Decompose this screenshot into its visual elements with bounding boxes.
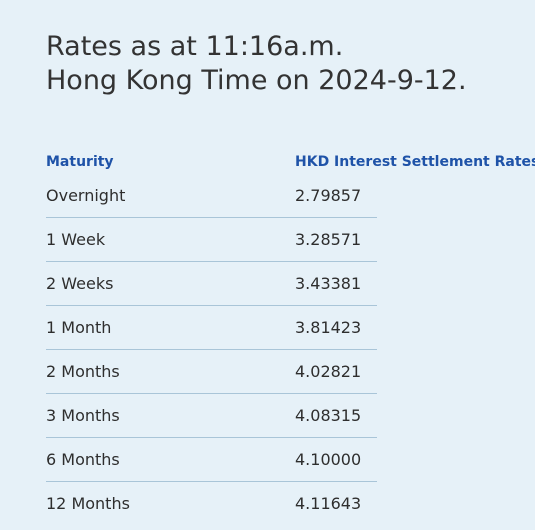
rates-table: Maturity HKD Interest Settlement Rates O… (46, 150, 535, 525)
maturity-cell: 1 Week (46, 230, 106, 249)
title-line-date: Hong Kong Time on 2024-9-12. (46, 65, 467, 96)
rate-cell: 4.02821 (295, 362, 362, 381)
maturity-cell: 6 Months (46, 450, 120, 469)
rate-cell: 3.81423 (295, 318, 362, 337)
header-rate: HKD Interest Settlement Rates (295, 154, 535, 170)
rate-cell: 4.08315 (295, 406, 362, 425)
table-row: 1 Week 3.28571 (46, 218, 377, 262)
table-row: 6 Months 4.10000 (46, 438, 377, 482)
rate-cell: 3.43381 (295, 274, 362, 293)
rate-cell: 4.11643 (295, 494, 362, 513)
header-maturity: Maturity (46, 154, 114, 170)
rate-cell: 3.28571 (295, 230, 362, 249)
page-title: Rates as at 11:16a.m. Hong Kong Time on … (46, 30, 467, 98)
table-header: Maturity HKD Interest Settlement Rates (46, 150, 535, 174)
table-row: Overnight 2.79857 (46, 174, 377, 218)
maturity-cell: 1 Month (46, 318, 112, 337)
maturity-cell: 2 Months (46, 362, 120, 381)
table-row: 1 Month 3.81423 (46, 306, 377, 350)
table-row: 12 Months 4.11643 (46, 482, 377, 525)
table-row: 2 Weeks 3.43381 (46, 262, 377, 306)
title-line-time: Rates as at 11:16a.m. (46, 31, 344, 62)
maturity-cell: Overnight (46, 186, 126, 205)
table-row: 3 Months 4.08315 (46, 394, 377, 438)
maturity-cell: 12 Months (46, 494, 130, 513)
rate-cell: 2.79857 (295, 186, 362, 205)
rate-cell: 4.10000 (295, 450, 362, 469)
table-row: 2 Months 4.02821 (46, 350, 377, 394)
maturity-cell: 2 Weeks (46, 274, 114, 293)
maturity-cell: 3 Months (46, 406, 120, 425)
